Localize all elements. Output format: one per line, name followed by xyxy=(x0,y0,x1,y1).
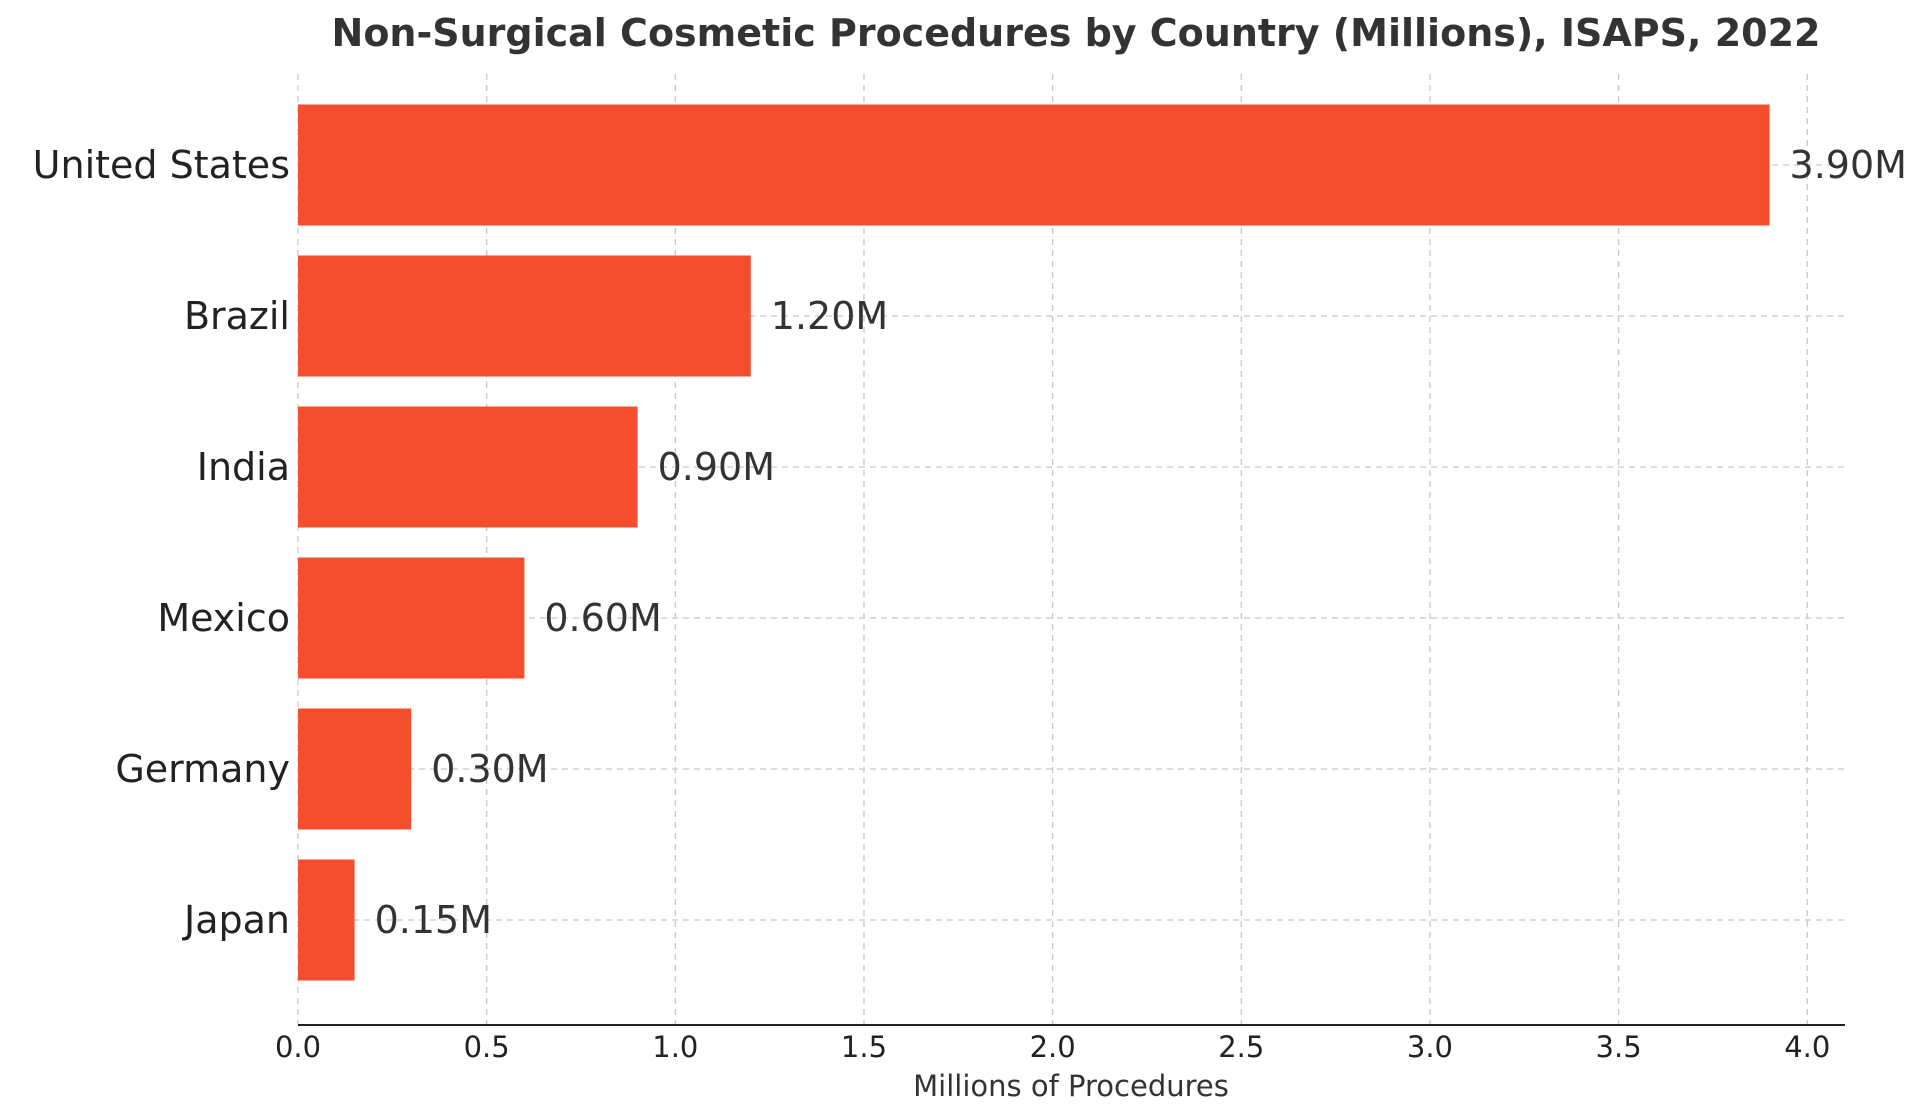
category-label: India xyxy=(197,445,290,489)
x-tick-label: 3.0 xyxy=(1407,1030,1453,1064)
bar xyxy=(298,708,412,830)
data-label: 0.90M xyxy=(658,445,775,489)
category-label: Japan xyxy=(182,898,290,942)
x-tick-label: 1.5 xyxy=(841,1030,887,1064)
bars xyxy=(298,104,1770,981)
category-label: United States xyxy=(33,143,290,187)
x-tick-label: 2.5 xyxy=(1218,1030,1264,1064)
bar xyxy=(298,255,751,377)
x-tick-label: 3.5 xyxy=(1596,1030,1642,1064)
x-tick-label: 0.5 xyxy=(464,1030,510,1064)
bar xyxy=(298,557,525,679)
bar xyxy=(298,859,355,981)
x-tick-label: 2.0 xyxy=(1030,1030,1076,1064)
x-axis-label: Millions of Procedures xyxy=(913,1069,1229,1103)
category-labels: United States Brazil India Mexico Germany Jap… xyxy=(33,143,290,942)
x-axis-ticks: 0.0 0.5 1.0 1.5 2.0 2.5 3.0 3.5 4.0 xyxy=(275,1030,1830,1064)
data-label: 0.15M xyxy=(375,898,492,942)
bar xyxy=(298,104,1770,226)
bar xyxy=(298,406,638,528)
x-tick-label: 0.0 xyxy=(275,1030,321,1064)
data-label: 1.20M xyxy=(771,294,888,338)
data-labels: 3.90M 1.20M 0.90M 0.60M 0.30M 0.15M xyxy=(375,143,1907,942)
x-tick-label: 1.0 xyxy=(652,1030,698,1064)
data-label: 0.30M xyxy=(431,747,548,791)
category-label: Brazil xyxy=(184,294,290,338)
data-label: 0.60M xyxy=(544,596,661,640)
data-label: 3.90M xyxy=(1790,143,1907,187)
category-label: Mexico xyxy=(157,596,290,640)
chart-title: Non-Surgical Cosmetic Procedures by Coun… xyxy=(332,11,1821,55)
x-tick-label: 4.0 xyxy=(1784,1030,1830,1064)
category-label: Germany xyxy=(115,747,290,791)
